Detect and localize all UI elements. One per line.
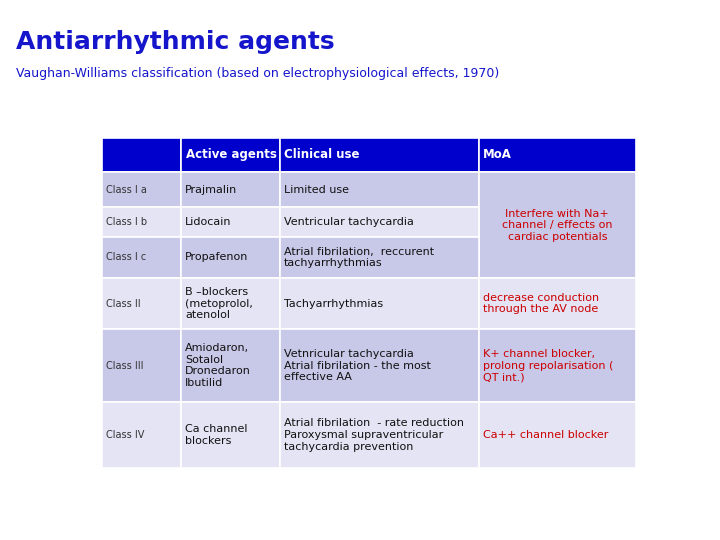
FancyBboxPatch shape (102, 138, 181, 172)
FancyBboxPatch shape (479, 329, 636, 402)
Text: Atrial fibrilation  - rate reduction
Paroxysmal supraventricular
tachycardia pre: Atrial fibrilation - rate reduction Paro… (284, 418, 464, 451)
FancyBboxPatch shape (102, 172, 181, 207)
FancyBboxPatch shape (280, 207, 479, 237)
Text: Amiodaron,
Sotalol
Dronedaron
Ibutilid: Amiodaron, Sotalol Dronedaron Ibutilid (185, 343, 251, 388)
Text: Tachyarrhythmias: Tachyarrhythmias (284, 299, 383, 309)
Text: MoA: MoA (483, 148, 512, 161)
Text: Vetnricular tachycardia
Atrial fibrilation - the most
effective AA: Vetnricular tachycardia Atrial fibrilati… (284, 349, 431, 382)
FancyBboxPatch shape (181, 138, 280, 172)
Text: Class III: Class III (106, 361, 143, 370)
FancyBboxPatch shape (181, 402, 280, 468)
Text: Clinical use: Clinical use (284, 148, 360, 161)
FancyBboxPatch shape (479, 278, 636, 329)
FancyBboxPatch shape (102, 329, 181, 402)
FancyBboxPatch shape (280, 329, 479, 402)
Text: Interfere with Na+
channel / effects on
cardiac potentials: Interfere with Na+ channel / effects on … (502, 208, 613, 242)
Text: Ventricular tachycardia: Ventricular tachycardia (284, 217, 414, 227)
Text: Ca++ channel blocker: Ca++ channel blocker (483, 430, 608, 440)
FancyBboxPatch shape (102, 402, 181, 468)
Text: Atrial fibrilation,  reccurent
tachyarrhythmias: Atrial fibrilation, reccurent tachyarrhy… (284, 247, 434, 268)
Text: Class II: Class II (106, 299, 140, 309)
FancyBboxPatch shape (181, 278, 280, 329)
Text: Ca channel
blockers: Ca channel blockers (185, 424, 248, 446)
Text: Class I b: Class I b (106, 217, 147, 227)
Text: Prajmalin: Prajmalin (185, 185, 238, 194)
FancyBboxPatch shape (181, 207, 280, 237)
Text: Vaughan-Williams classification (based on electrophysiological effects, 1970): Vaughan-Williams classification (based o… (16, 68, 499, 80)
FancyBboxPatch shape (181, 329, 280, 402)
FancyBboxPatch shape (181, 237, 280, 278)
FancyBboxPatch shape (280, 402, 479, 468)
Text: Active agents: Active agents (186, 148, 276, 161)
Text: Propafenon: Propafenon (185, 252, 248, 262)
FancyBboxPatch shape (479, 402, 636, 468)
FancyBboxPatch shape (102, 237, 181, 278)
Text: Class I c: Class I c (106, 252, 146, 262)
Text: B –blockers
(metoprolol,
atenolol: B –blockers (metoprolol, atenolol (185, 287, 253, 320)
FancyBboxPatch shape (280, 172, 479, 207)
FancyBboxPatch shape (102, 207, 181, 237)
FancyBboxPatch shape (181, 172, 280, 207)
Text: Class IV: Class IV (106, 430, 144, 440)
FancyBboxPatch shape (280, 278, 479, 329)
Text: decrease conduction
through the AV node: decrease conduction through the AV node (483, 293, 599, 314)
Text: K+ channel blocker,
prolong repolarisation (
QT int.): K+ channel blocker, prolong repolarisati… (483, 349, 613, 382)
Text: Lidocain: Lidocain (185, 217, 232, 227)
FancyBboxPatch shape (280, 237, 479, 278)
Text: Limited use: Limited use (284, 185, 348, 194)
FancyBboxPatch shape (102, 278, 181, 329)
FancyBboxPatch shape (280, 138, 479, 172)
Text: Class I a: Class I a (106, 185, 146, 194)
FancyBboxPatch shape (479, 172, 636, 278)
FancyBboxPatch shape (479, 138, 636, 172)
Text: Antiarrhythmic agents: Antiarrhythmic agents (16, 30, 335, 53)
